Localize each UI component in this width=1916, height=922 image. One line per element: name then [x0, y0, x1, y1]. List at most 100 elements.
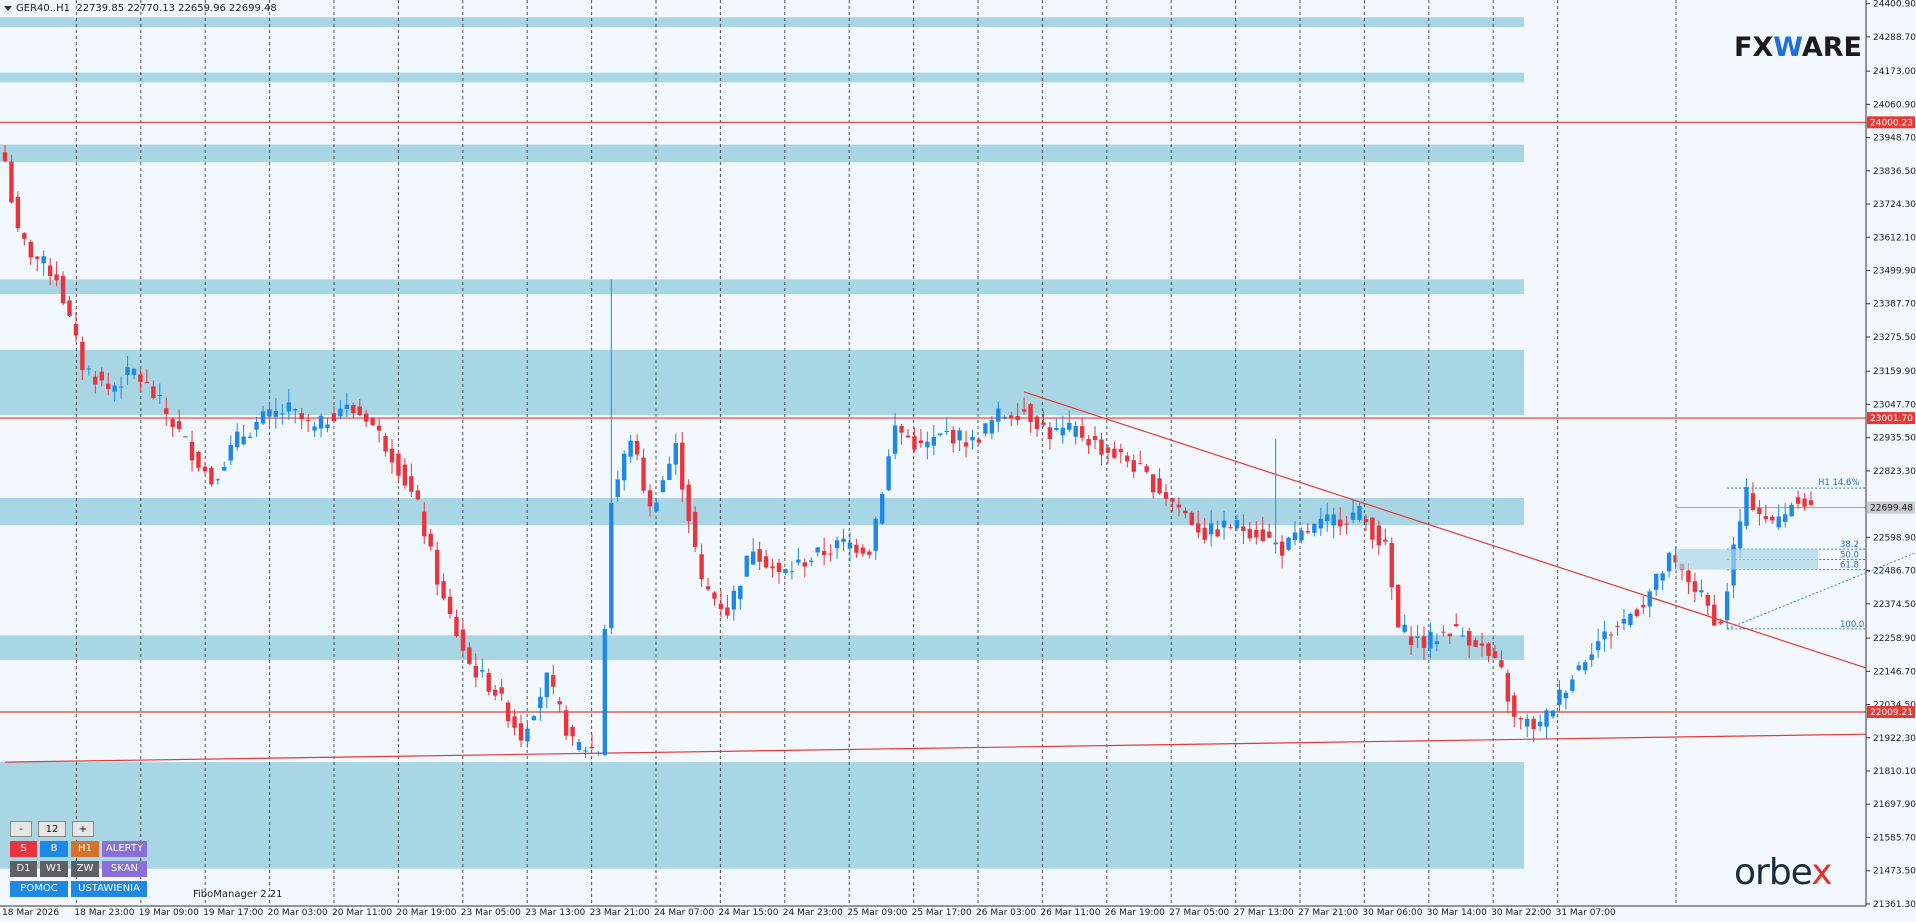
candle-body [1576, 665, 1581, 670]
candle-body [815, 547, 820, 553]
candle-body [118, 386, 124, 388]
lot-value-field[interactable]: 12 [38, 821, 66, 837]
candle-body [1176, 504, 1182, 508]
price-tick-label: 22823.30 [1873, 467, 1916, 477]
sell-button[interactable]: S [10, 841, 37, 857]
candle-body [1454, 624, 1459, 627]
candle-body [873, 518, 878, 551]
price-marker [1867, 116, 1915, 129]
candle-body [751, 551, 756, 565]
timeframe-d1-button[interactable]: D1 [10, 861, 37, 877]
fib-label: H1 14.6% [1818, 478, 1860, 488]
fxware-logo: FXWARE [1734, 32, 1862, 63]
candle-body [950, 429, 956, 444]
candle-body [73, 323, 79, 336]
candle-body [1208, 523, 1214, 535]
candle-body [106, 383, 111, 390]
candle-body [1583, 662, 1588, 671]
dropdown-triangle-icon[interactable] [4, 5, 12, 11]
time-tick-label: 30 Mar 14:00 [1427, 908, 1487, 918]
candle-body [99, 371, 104, 381]
price-tick-label: 21361.30 [1873, 900, 1916, 910]
candle-body [312, 426, 317, 431]
time-tick-label: 20 Mar 11:00 [332, 908, 392, 918]
candle-body [1092, 436, 1098, 441]
candle-body [1047, 427, 1053, 439]
sr-zone [0, 72, 1524, 83]
help-button[interactable]: POMOC [10, 881, 68, 897]
candle-body [1105, 447, 1111, 453]
settings-button[interactable]: USTAWIENIA [71, 881, 147, 897]
candle-body [80, 341, 85, 370]
symbol-header[interactable]: GER40..H1 22739.85 22770.13 22659.96 226… [4, 3, 277, 14]
candle-body [1325, 514, 1330, 522]
time-tick-label: 18 Mar 23:00 [74, 908, 134, 918]
price-tick-label: 23724.30 [1873, 200, 1916, 210]
price-tick-label: 23948.70 [1873, 134, 1916, 144]
candle-body [1712, 604, 1717, 626]
price-marker-label: 22699.48 [1870, 504, 1913, 514]
candle-body [1150, 474, 1156, 493]
candle-body [1221, 520, 1227, 528]
candle-body [1318, 518, 1323, 529]
zw-button[interactable]: ZW [71, 861, 99, 877]
price-tick-label: 23612.10 [1873, 233, 1916, 243]
scan-button[interactable]: SKAN [102, 861, 147, 877]
candle-body [1144, 466, 1149, 472]
candle-body [1396, 584, 1401, 628]
candle-body [280, 413, 285, 415]
candle-body [222, 466, 227, 471]
candle-body [1757, 508, 1762, 514]
candle-body [1531, 718, 1536, 730]
candle-body [1699, 590, 1704, 593]
time-tick-label: 23 Mar 13:00 [525, 908, 585, 918]
trendline[interactable] [4, 733, 1867, 763]
candle-body [725, 607, 730, 616]
time-tick-label: 19 Mar 09:00 [139, 908, 199, 918]
decrease-button[interactable]: - [10, 821, 32, 837]
candle-body [1041, 422, 1046, 425]
candle-body [1447, 633, 1452, 637]
candle-body [1131, 460, 1136, 472]
ohlc-values: 22739.85 22770.13 22659.96 22699.48 [76, 3, 277, 14]
candle-body [1099, 439, 1104, 455]
candle-body [1776, 516, 1781, 528]
price-marker [1867, 706, 1915, 719]
candle-body [551, 675, 556, 687]
candle-body [1183, 510, 1188, 514]
price-marker [1867, 501, 1915, 514]
candle-body [460, 629, 466, 651]
sr-zone [0, 497, 1524, 526]
increase-button[interactable]: + [72, 821, 94, 837]
buy-button[interactable]: B [40, 841, 68, 857]
candle-body [1112, 448, 1117, 458]
candle-body [467, 647, 472, 664]
timeframe-w1-button[interactable]: W1 [40, 861, 68, 877]
candle-body [1434, 641, 1440, 645]
candle-body [654, 502, 659, 512]
candle-body [473, 665, 479, 678]
alerts-button[interactable]: ALERTY [102, 841, 147, 857]
candle-body [1428, 631, 1433, 649]
candle-body [144, 382, 150, 384]
candle-body [434, 549, 440, 585]
candle-body [28, 241, 33, 258]
time-tick-label: 23 Mar 21:00 [590, 908, 650, 918]
price-tick-label: 24173.00 [1873, 67, 1916, 77]
vertical-gridlines [75, 0, 1677, 906]
candle-body [447, 596, 453, 615]
candle-body [1628, 613, 1633, 625]
candle-body [499, 687, 504, 694]
price-tick-label: 22486.70 [1873, 567, 1916, 577]
trendline[interactable] [1023, 391, 1867, 669]
sr-zone [0, 144, 1524, 163]
candle-body [22, 233, 27, 239]
price-tick-label: 21585.70 [1873, 833, 1916, 843]
fibonacci-tool: H1 14.6% 38.250.061.8 100.0 [1676, 478, 1916, 630]
candle-body [1808, 500, 1814, 505]
candle-body [841, 538, 846, 542]
price-tick-label: 24060.90 [1873, 100, 1916, 110]
timeframe-h1-button[interactable]: H1 [71, 841, 99, 857]
